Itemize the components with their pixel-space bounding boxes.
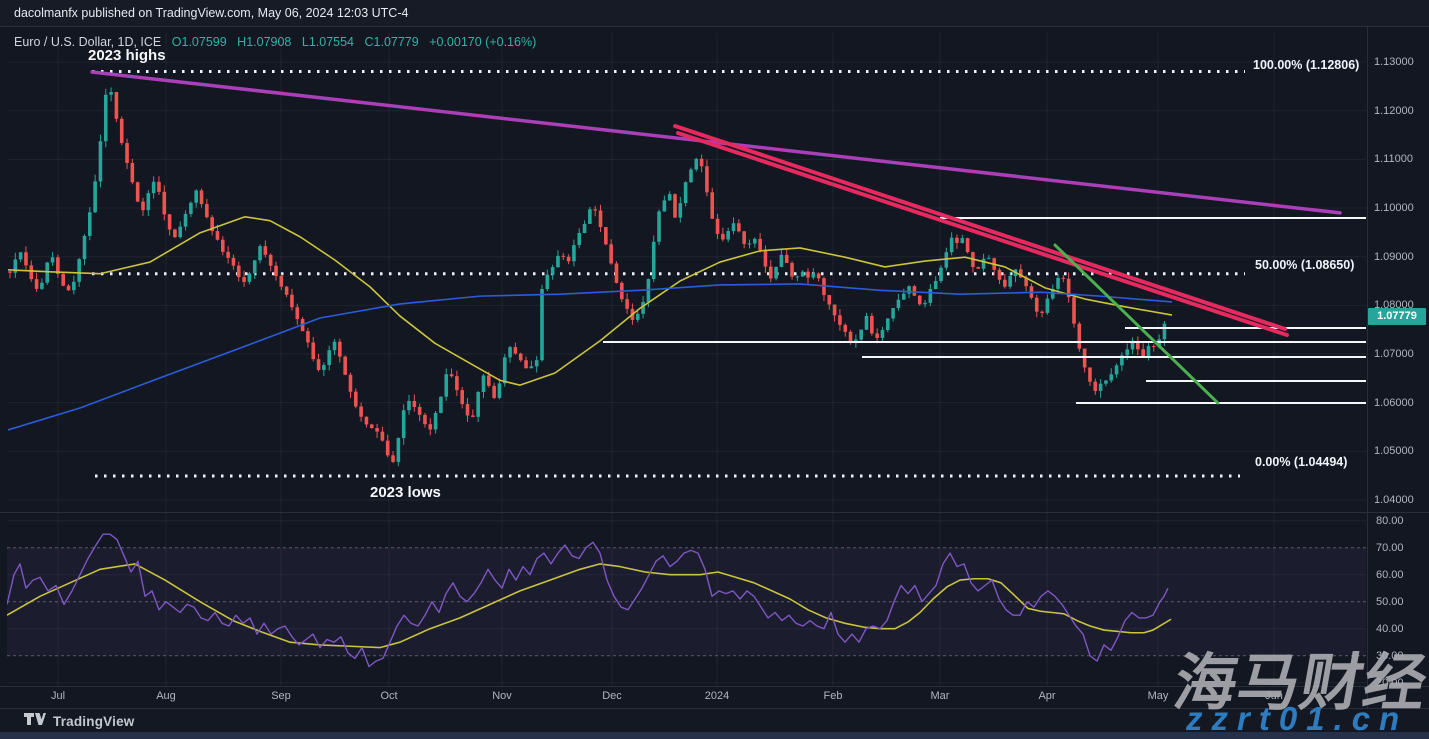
ohlc-close: C1.07779 [364,35,419,49]
rsi-tick: 30.00 [1376,649,1404,662]
price-tick: 1.07000 [1374,348,1414,361]
rsi-tick: 20.00 [1376,676,1404,689]
price-tick: 1.09000 [1374,250,1414,263]
fib-0-label: 0.00% (1.04494) [1255,455,1348,469]
price-tick: 1.05000 [1374,445,1414,458]
lows-annotation: 2023 lows [370,484,441,501]
month-label: Aug [156,690,176,702]
rsi-tick: 40.00 [1376,622,1404,635]
month-label: Apr [1038,690,1056,702]
month-label: May [1147,690,1169,702]
tradingview-logo-icon [24,712,46,731]
price-tick: 1.12000 [1374,104,1414,117]
symbol-title[interactable]: Euro / U.S. Dollar, 1D, ICE [14,35,162,49]
price-tick: 1.06000 [1374,396,1414,409]
ohlc-high: H1.07908 [237,35,292,49]
month-label: Mar [930,690,950,702]
tradingview-logo[interactable]: TradingView [24,712,134,731]
price-tick: 1.04000 [1374,493,1414,506]
bottom-toolbar [0,708,1429,732]
publish-attribution: dacolmanfx published on TradingView.com,… [14,6,409,20]
fib-50-label: 50.00% (1.08650) [1255,258,1355,272]
price-axis-separator [1367,27,1368,708]
last-price-tag: 1.07779 [1368,308,1426,325]
ohlc-low: L1.07554 [301,35,355,49]
month-label: Feb [823,690,843,702]
month-label: Jul [50,690,66,702]
month-label: Nov [492,690,512,702]
rsi-tick: 70.00 [1376,541,1404,554]
price-tick: 1.11000 [1374,153,1413,166]
price-tick: 1.10000 [1374,202,1414,215]
rsi-tick: 60.00 [1376,568,1404,581]
highs-annotation: 2023 highs [88,47,166,64]
pane-separator[interactable] [0,512,1429,513]
publish-bar: dacolmanfx published on TradingView.com,… [0,0,1429,27]
month-label: Oct [380,690,398,702]
month-label: Sep [271,690,291,702]
month-label: Jun [1265,690,1283,702]
month-label: Dec [602,690,622,702]
month-label: 2024 [704,690,730,702]
rsi-tick: 50.00 [1376,595,1404,608]
tradingview-logo-text: TradingView [53,714,135,729]
time-axis-separator [0,686,1429,687]
price-tick: 1.13000 [1374,56,1414,69]
ohlc-change: +0.00170 (+0.16%) [429,35,537,49]
chart-legend: Euro / U.S. Dollar, 1D, ICE O1.07599 H1.… [14,35,543,49]
bottom-strip [0,732,1429,739]
watermark-url: zzrt01.cn [1186,700,1409,737]
ohlc-open: O1.07599 [171,35,227,49]
fib-100-label: 100.00% (1.12806) [1253,58,1360,72]
rsi-tick: 80.00 [1376,514,1404,527]
